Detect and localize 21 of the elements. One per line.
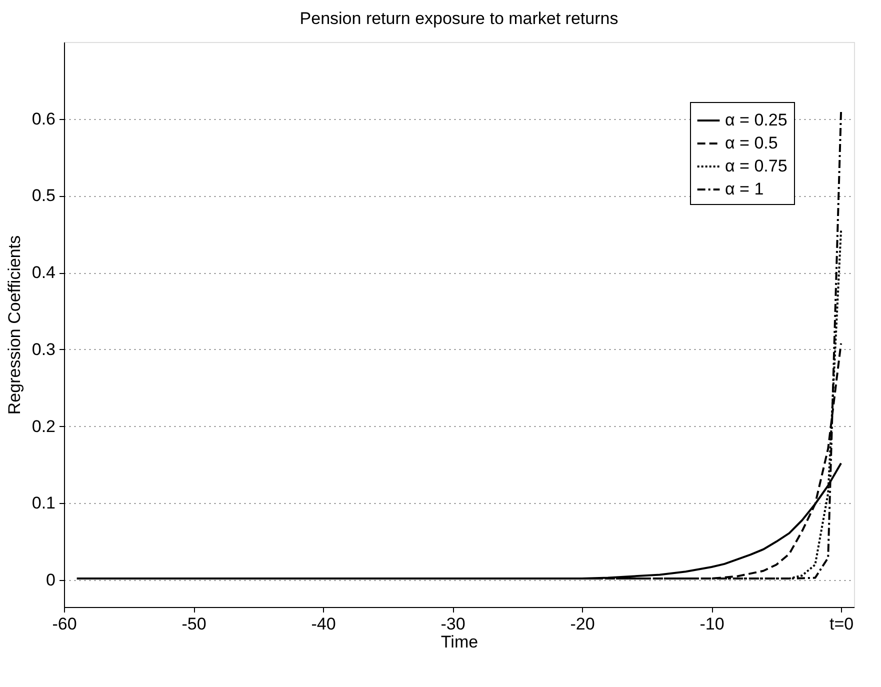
x-tick-label: -60	[52, 614, 77, 634]
x-tick-label: -50	[182, 614, 206, 634]
x-tick-label: -20	[570, 614, 595, 634]
y-tick-label: 0.4	[32, 263, 56, 282]
y-tick-label: 0.5	[32, 186, 56, 206]
legend-label: α = 1	[725, 180, 764, 198]
y-tick-label: 0.6	[32, 109, 56, 128]
x-axis-title: Time	[440, 632, 478, 652]
legend-label: α = 0.25	[725, 110, 788, 130]
x-tick-label: t=0	[829, 614, 854, 634]
y-tick-label: 0.2	[32, 416, 56, 436]
y-axis-title: Regression Coefficients	[4, 235, 24, 415]
x-tick-label: -10	[700, 614, 724, 634]
x-tick-label: -40	[311, 614, 336, 634]
y-tick-label: 0.3	[32, 340, 56, 359]
chart-title: Pension return exposure to market returns	[300, 9, 618, 28]
x-tick-label: -30	[440, 614, 466, 634]
y-tick-label: 0	[46, 570, 56, 590]
legend-label: α = 0.5	[725, 134, 778, 152]
y-tick-label: 0.1	[32, 494, 56, 513]
legend-label: α = 0.75	[725, 156, 788, 176]
